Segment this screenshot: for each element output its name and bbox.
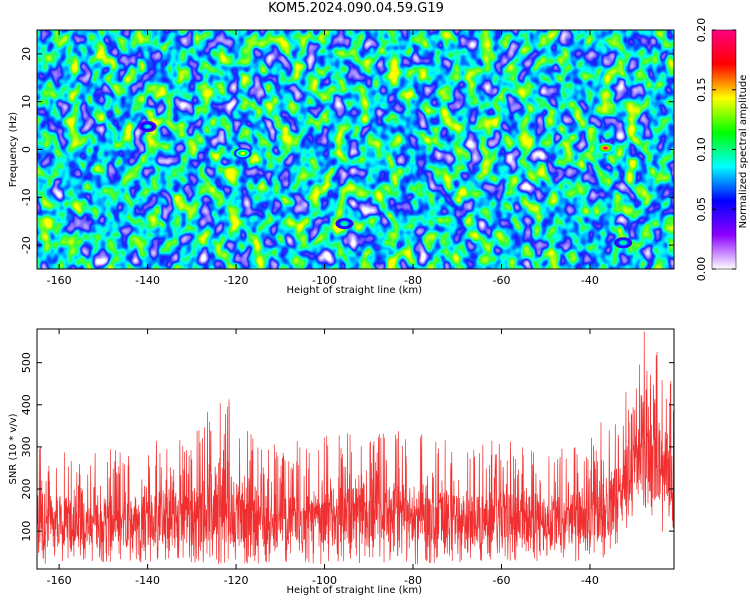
x-tick-label: -160 (47, 274, 72, 287)
spectral-peak (596, 142, 615, 154)
spectral-peak (614, 237, 633, 249)
snr-x-axis-label: Height of straight line (km) (286, 585, 422, 596)
x-tick-label: -40 (581, 274, 599, 287)
snr-frame (36, 328, 675, 570)
x-tick-label: -80 (404, 574, 422, 587)
x-tick-label: -100 (312, 274, 337, 287)
y-tick-label: 20 (20, 47, 33, 61)
colorbar-tick-label: 0.10 (695, 137, 708, 162)
snr-series-line (36, 331, 675, 565)
x-tick-label: -120 (224, 574, 249, 587)
snr-y-axis-label: SNR (10 * v/v) (8, 413, 19, 484)
x-tick-label: -140 (135, 574, 160, 587)
y-tick-label: 0 (20, 146, 33, 153)
spectral-peak (233, 147, 252, 159)
chart-title: KOM5.2024.090.04.59.G19 (268, 1, 444, 16)
snr-panel: -160 -140 -120 -100 -80 -60 -40 100 200 300 400 50… (8, 328, 675, 596)
x-tick-label: -60 (492, 574, 510, 587)
y-tick-label: -20 (20, 236, 33, 254)
x-tick-label: -120 (224, 274, 249, 287)
y-tick-label: 10 (20, 95, 33, 109)
spectrogram-x-axis-label: Height of straight line (km) (286, 285, 422, 296)
spectral-peak (138, 121, 157, 133)
y-tick-label: 500 (20, 352, 33, 373)
x-tick-label: -100 (312, 574, 337, 587)
x-tick-label: -140 (135, 274, 160, 287)
colorbar-tick-label: 0.00 (695, 257, 708, 282)
colorbar: 0.00 0.05 0.10 0.15 0.20 Normalized spectral… (695, 18, 749, 282)
spectrogram-texture (37, 30, 674, 269)
colorbar-tick-label: 0.05 (695, 197, 708, 222)
x-tick-label: -160 (47, 574, 72, 587)
colorbar-tick-label: 0.20 (695, 18, 708, 43)
y-tick-label: 200 (20, 479, 33, 500)
y-tick-label: 300 (20, 436, 33, 457)
x-tick-label: -40 (581, 574, 599, 587)
x-tick-label: -80 (404, 274, 422, 287)
colorbar-tick-label: 0.15 (695, 78, 708, 103)
y-tick-label: -10 (20, 188, 33, 206)
y-tick-label: 100 (20, 521, 33, 542)
y-tick-label: 400 (20, 394, 33, 415)
spectral-peak (335, 218, 354, 230)
spectrogram-y-axis-label: Frequency (Hz) (8, 112, 19, 188)
colorbar-label: Normalized spectral amplitude (738, 75, 749, 229)
x-tick-label: -60 (492, 274, 510, 287)
